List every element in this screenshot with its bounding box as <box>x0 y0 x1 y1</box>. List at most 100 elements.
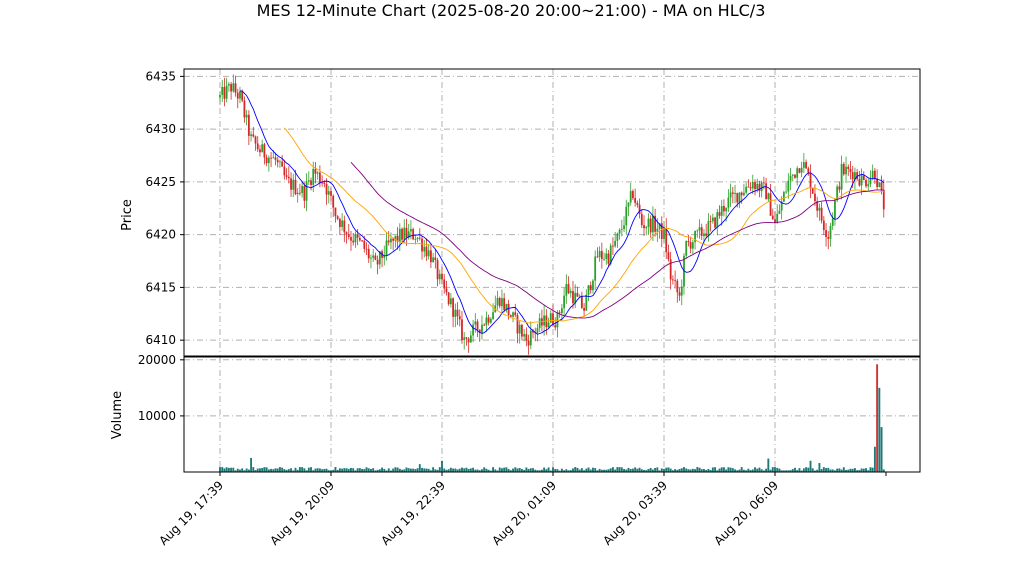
volume-bar <box>658 470 661 472</box>
candlestick-series <box>219 74 885 355</box>
volume-bar <box>827 467 830 472</box>
candle-body <box>596 256 599 258</box>
volume-bar <box>356 468 359 472</box>
volume-bar <box>481 469 483 472</box>
candle-body <box>394 235 397 241</box>
volume-bar <box>596 470 599 472</box>
x-ticks: Aug 19, 17:39 Aug 19, 20:09 Aug 19, 22:39 A… <box>156 472 887 548</box>
volume-bar <box>389 470 392 472</box>
candle-body <box>543 315 546 326</box>
candle-body <box>489 318 492 323</box>
volume-bar <box>445 469 448 472</box>
candle-body <box>794 174 796 178</box>
candle-body <box>696 230 699 232</box>
candle-body <box>769 193 772 216</box>
volume-bar <box>567 470 570 472</box>
volume-bar <box>789 470 792 472</box>
candle-body <box>605 253 608 259</box>
volume-bar <box>867 470 870 472</box>
volume-bar <box>745 470 748 472</box>
candle-body <box>338 218 341 227</box>
volume-bar <box>387 468 390 472</box>
volume-bar <box>718 468 721 472</box>
candle-body <box>822 220 825 231</box>
candle-body <box>627 202 630 207</box>
volume-bar <box>729 467 732 472</box>
volume-bar <box>325 468 328 472</box>
candle-body <box>416 237 419 239</box>
volume-bar <box>833 470 836 472</box>
candle-body <box>745 186 748 193</box>
candle-body <box>503 298 506 310</box>
volume-bar <box>769 469 772 472</box>
candle-body <box>782 192 785 202</box>
volume-bar <box>780 470 783 472</box>
moving-average-lines <box>239 90 885 335</box>
volume-bar <box>869 467 872 472</box>
candle-body <box>765 183 768 200</box>
candle-body <box>327 191 330 195</box>
candle-body <box>736 192 739 203</box>
volume-bar <box>727 467 730 472</box>
candle-body <box>263 144 266 158</box>
volume-bar <box>236 468 239 472</box>
candle-body <box>410 229 412 232</box>
candle-body <box>547 322 550 328</box>
volume-bar <box>401 469 403 472</box>
volume-bar <box>500 468 503 472</box>
candle-body <box>276 159 279 163</box>
candle-body <box>636 202 639 205</box>
volume-bar <box>227 467 230 472</box>
candle-body <box>436 260 439 280</box>
volume-bar <box>787 470 790 472</box>
volume-bar <box>301 467 304 472</box>
candle-body <box>647 218 650 227</box>
volume-bar <box>878 387 881 472</box>
candle-body <box>776 213 779 223</box>
candle-body <box>845 166 847 175</box>
volume-bar <box>512 468 514 472</box>
volume-bar <box>785 470 788 472</box>
volume-bar <box>578 469 581 472</box>
candle-body <box>847 166 850 169</box>
candle-body <box>569 291 572 294</box>
candle-body <box>418 237 421 239</box>
volume-bar <box>461 467 463 472</box>
candle-body <box>649 218 652 233</box>
candle-body <box>236 92 239 99</box>
candle-body <box>578 295 581 297</box>
candle-body <box>618 229 621 234</box>
volume-bar <box>478 470 481 472</box>
candle-body <box>219 94 221 98</box>
volume-bar <box>547 467 550 472</box>
candle-body <box>656 228 659 232</box>
volume-bar <box>443 468 446 472</box>
candle-body <box>725 207 728 212</box>
volume-bar <box>747 468 750 472</box>
candle-body <box>316 172 319 174</box>
volume-bar <box>296 469 299 472</box>
volume-bar <box>607 469 610 472</box>
volume-bar <box>767 458 770 472</box>
volume-bar <box>412 468 415 472</box>
candle-body <box>232 83 235 92</box>
volume-bar <box>392 468 395 472</box>
volume-bar <box>831 469 834 472</box>
volume-y-ticks: 10000 20000 <box>138 353 184 423</box>
x-tick-label: Aug 20, 01:09 <box>489 478 559 548</box>
volume-bar <box>383 468 386 472</box>
volume-bar <box>671 470 674 472</box>
volume-bar <box>505 467 508 472</box>
volume-bar <box>865 468 867 472</box>
candle-body <box>452 298 454 317</box>
candle-body <box>572 291 574 304</box>
candle-body <box>465 337 468 339</box>
volume-bar <box>469 468 472 472</box>
candle-body <box>252 134 255 137</box>
volume-bar <box>643 469 645 472</box>
volume-bar <box>691 468 694 472</box>
candle-body <box>549 313 552 323</box>
candle-body <box>221 87 224 95</box>
candle-body <box>514 312 517 316</box>
candle-body <box>840 164 843 190</box>
